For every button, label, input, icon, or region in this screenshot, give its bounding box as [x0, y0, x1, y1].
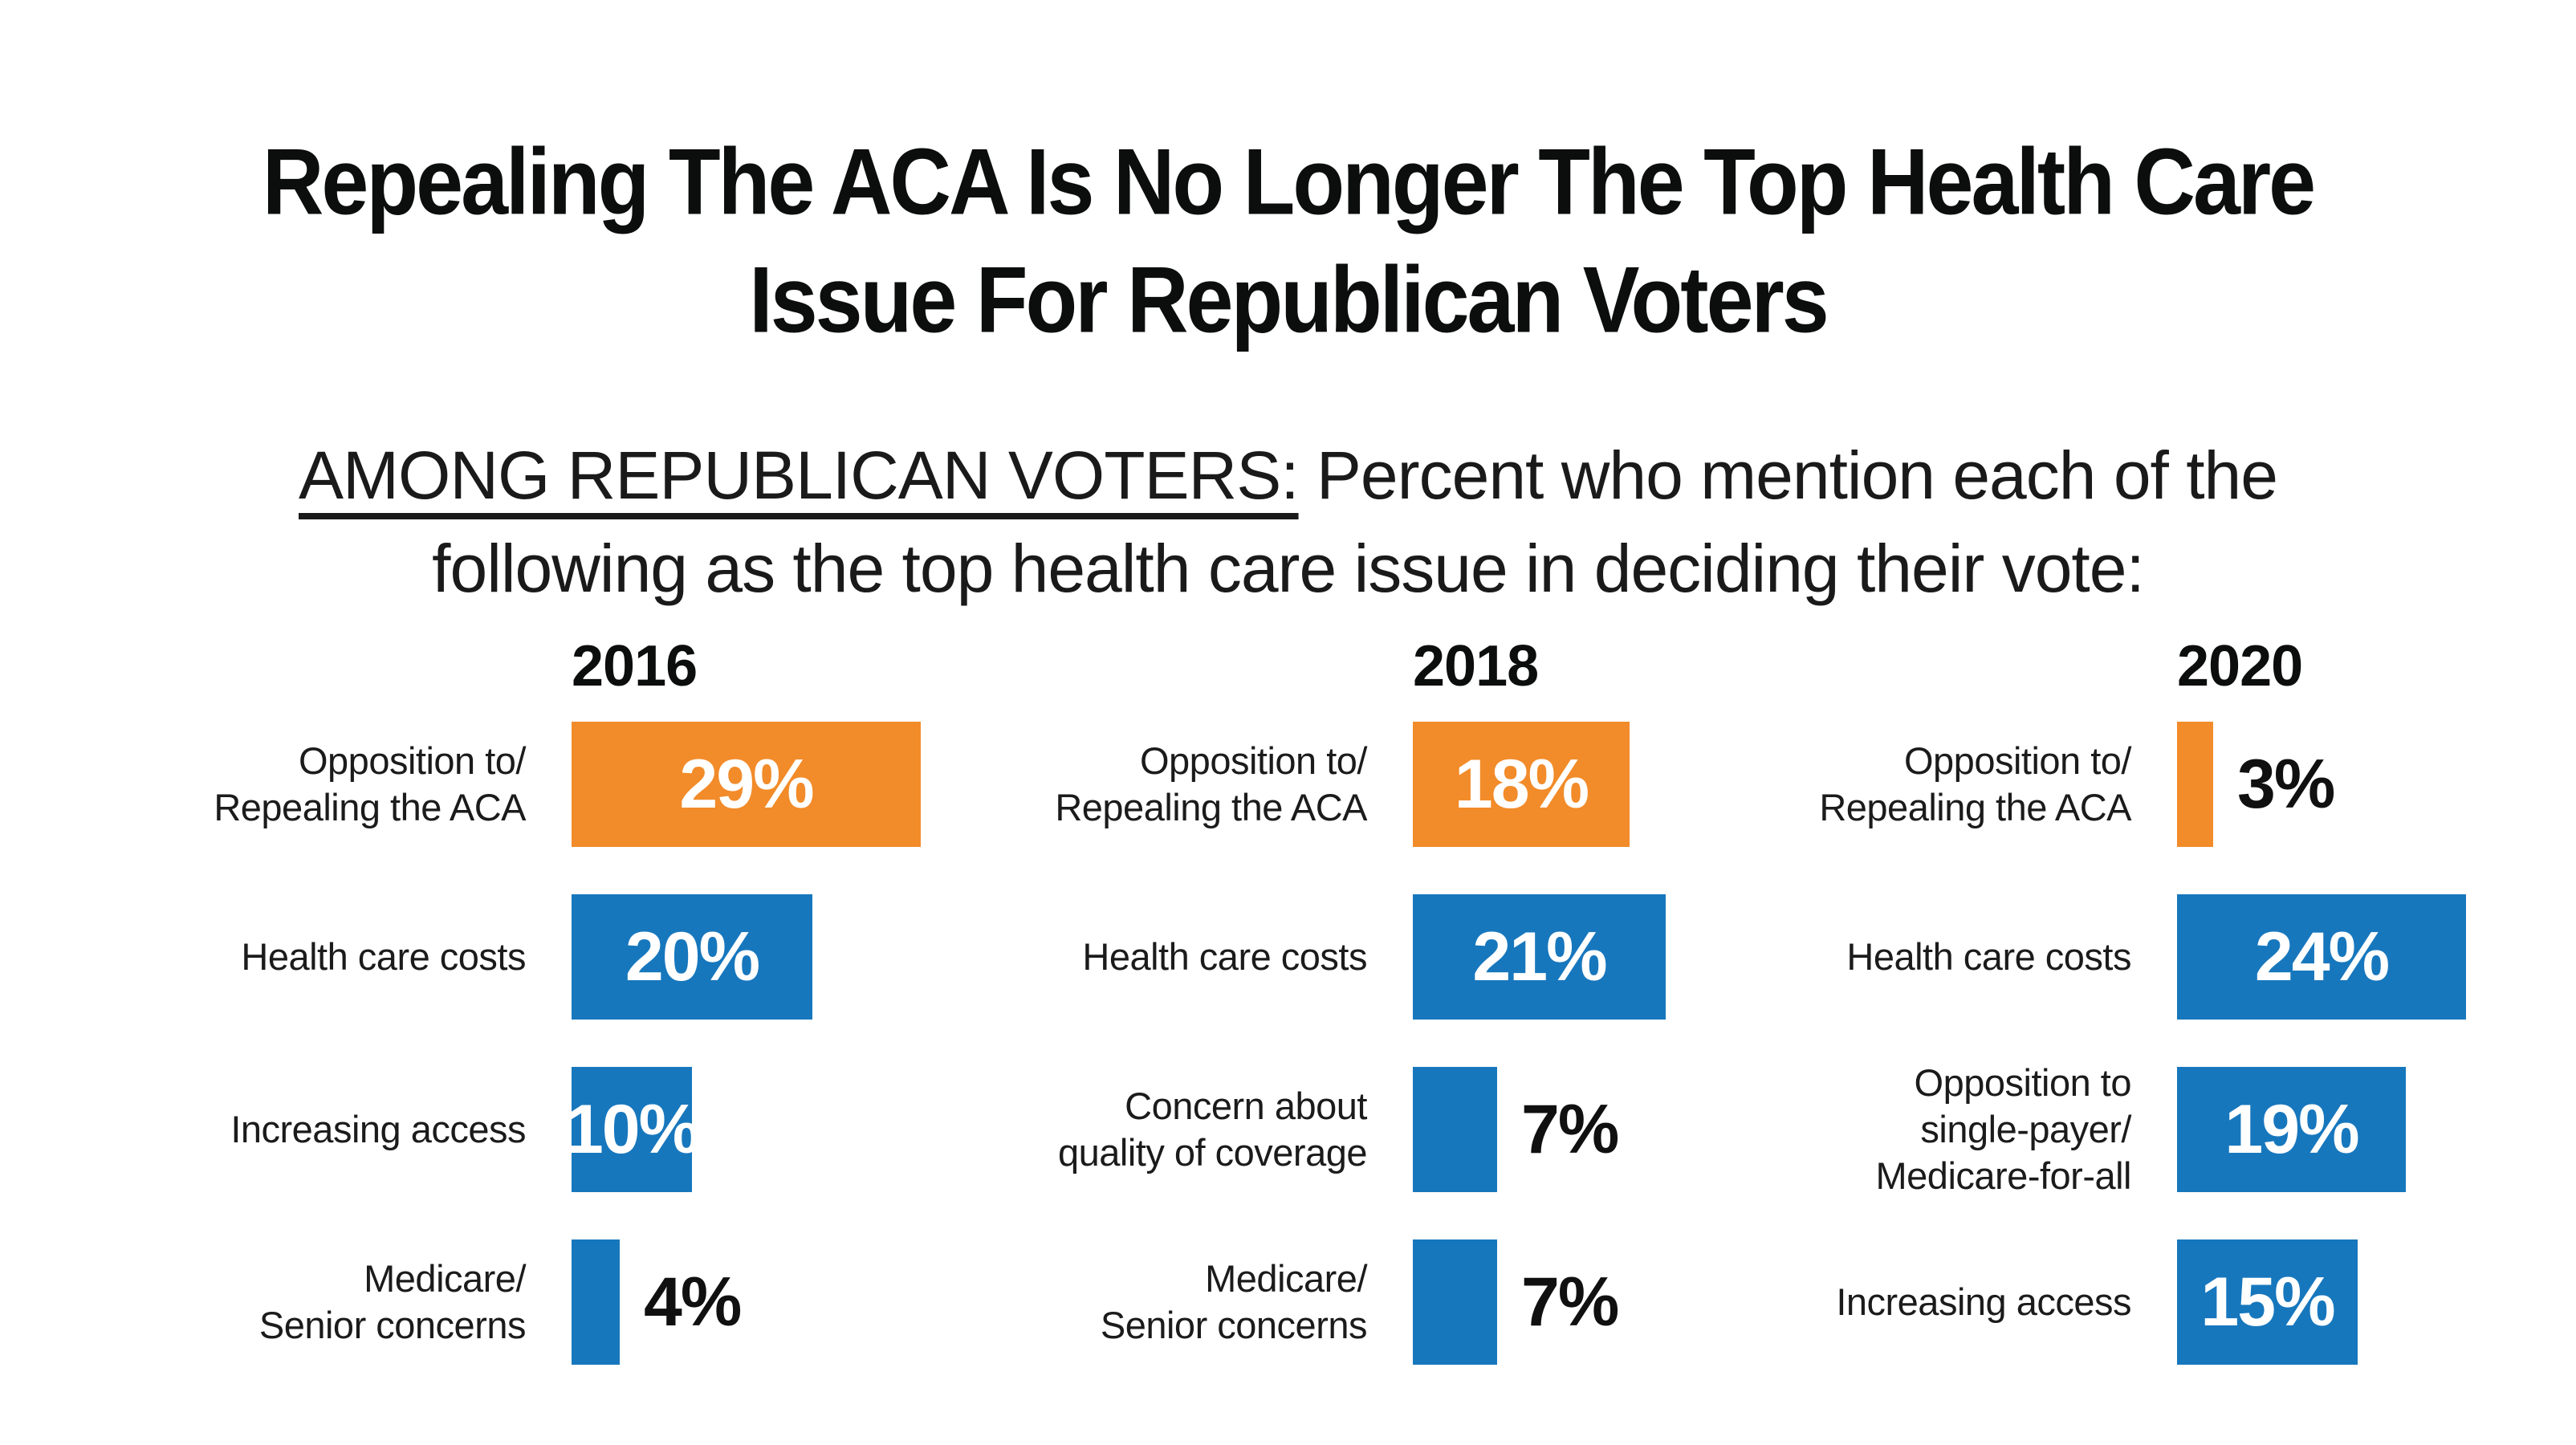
- chart-row: Medicare/ Senior concerns 7%: [853, 1239, 1913, 1365]
- bar-zone: 7%: [1413, 1239, 1913, 1365]
- bar-zone: 10%: [565, 1067, 1072, 1192]
- column-header-2018: 2018: [1413, 634, 1539, 698]
- bar-label-line: Opposition to/: [1903, 739, 2132, 782]
- bar-label: Medicare/ Senior concerns: [853, 1256, 1413, 1349]
- chart-row: Health care costs 24%: [1618, 894, 2576, 1020]
- bar-label: Opposition to/ Repealing the ACA: [1618, 738, 2177, 831]
- bar-label-line: Health care costs: [1846, 935, 2131, 978]
- column-rows-2016: Opposition to/ Repealing the ACA 29% Hea…: [12, 722, 1072, 1365]
- page-title: Repealing The ACA Is No Longer The Top H…: [0, 123, 2576, 360]
- bar-value: 20%: [625, 918, 760, 995]
- bar-value: 29%: [679, 745, 814, 823]
- bar-zone: 21%: [1413, 894, 1913, 1020]
- column-header-2020: 2020: [2177, 634, 2303, 698]
- bar: 10%: [565, 1067, 700, 1192]
- bar-label-line: Opposition to/: [298, 739, 527, 782]
- bar-value: 7%: [1521, 1090, 1619, 1168]
- page-title-line-1: Repealing The ACA Is No Longer The Top H…: [262, 129, 2316, 234]
- bar-label-line: quality of coverage: [1057, 1131, 1368, 1174]
- bar-label-line: Senior concerns: [258, 1304, 527, 1346]
- chart-row: Medicare/ Senior concerns 4%: [12, 1239, 1072, 1365]
- bar-value: 15%: [2200, 1263, 2335, 1341]
- bar-label-line: Health care costs: [1082, 935, 1367, 978]
- bar: 18%: [1413, 722, 1630, 847]
- bar-zone: 18%: [1413, 722, 1913, 847]
- bar-value: 19%: [2224, 1090, 2359, 1168]
- bar-label: Opposition to single-payer/ Medicare-for…: [1618, 1060, 2177, 1199]
- bar-zone: 7%: [1413, 1067, 1913, 1192]
- bar-chart: 2016 Opposition to/ Repealing the ACA 29…: [0, 634, 2576, 1445]
- bar-value: 24%: [2254, 918, 2390, 995]
- bar-label: Health care costs: [12, 934, 572, 980]
- bar-label-line: Repealing the ACA: [1055, 786, 1367, 828]
- bar-zone: 19%: [2177, 1067, 2576, 1192]
- bar-label: Increasing access: [12, 1106, 572, 1153]
- bar-zone: 3%: [2177, 722, 2576, 847]
- chart-row: Health care costs 20%: [12, 894, 1072, 1020]
- bar-label-line: Opposition to/: [1139, 739, 1368, 782]
- column-2020: 2020 Opposition to/ Repealing the ACA 3%…: [1618, 634, 2576, 1412]
- bar-label-line: Medicare-for-all: [1875, 1154, 2132, 1197]
- bar-zone: 29%: [572, 722, 1072, 847]
- bar: [1413, 1239, 1497, 1365]
- bar-value: 21%: [1472, 918, 1607, 995]
- subtitle-line-1-rest: Percent who mention each of the: [1298, 438, 2278, 513]
- chart-row: Opposition to single-payer/ Medicare-for…: [1618, 1061, 2576, 1197]
- bar-label-line: Medicare/: [364, 1257, 526, 1300]
- bar-zone: 24%: [2177, 894, 2576, 1020]
- chart-row: Health care costs 21%: [853, 894, 1913, 1020]
- bar: [1413, 1067, 1497, 1192]
- bar-label-line: Senior concerns: [1100, 1304, 1368, 1346]
- chart-row: Increasing access 15%: [1618, 1239, 2576, 1365]
- subtitle-underlined-lead: AMONG REPUBLICAN VOTERS:: [299, 438, 1300, 513]
- chart-row: Concern about quality of coverage 7%: [853, 1067, 1913, 1192]
- bar-label-line: Repealing the ACA: [214, 786, 526, 828]
- bar: 20%: [572, 894, 812, 1020]
- column-rows-2018: Opposition to/ Repealing the ACA 18% Hea…: [853, 722, 1913, 1365]
- bar-value: 10%: [564, 1090, 700, 1168]
- bar-zone: 4%: [572, 1239, 1072, 1365]
- bar-zone: 20%: [572, 894, 1072, 1020]
- subtitle-line-1: AMONG REPUBLICAN VOTERS: Percent who men…: [0, 429, 2576, 522]
- bar-label: Opposition to/ Repealing the ACA: [853, 738, 1413, 831]
- bar: [572, 1239, 620, 1365]
- bar-value: 4%: [644, 1263, 742, 1341]
- column-header-2016: 2016: [572, 634, 698, 698]
- chart-row: Opposition to/ Repealing the ACA 18%: [853, 722, 1913, 847]
- chart-subtitle: AMONG REPUBLICAN VOTERS: Percent who men…: [0, 429, 2576, 615]
- column-2018: 2018 Opposition to/ Repealing the ACA 18…: [853, 634, 1913, 1412]
- chart-row: Increasing access 10%: [12, 1067, 1072, 1192]
- bar-label: Opposition to/ Repealing the ACA: [12, 738, 572, 831]
- bar-label-line: Medicare/: [1205, 1257, 1367, 1300]
- bar: [2177, 722, 2213, 847]
- page-title-line-2: Issue For Republican Voters: [749, 248, 1829, 353]
- bar-label: Health care costs: [853, 934, 1413, 980]
- bar-label-line: Repealing the ACA: [1819, 786, 2131, 828]
- bar-label-line: Increasing access: [1836, 1280, 2131, 1323]
- bar: 19%: [2177, 1067, 2406, 1192]
- bar-zone: 15%: [2177, 1239, 2576, 1365]
- bar-label: Medicare/ Senior concerns: [12, 1256, 572, 1349]
- bar-label: Increasing access: [1618, 1279, 2177, 1325]
- bar: 29%: [572, 722, 921, 847]
- bar-value: 3%: [2237, 745, 2335, 823]
- bar-label-line: Increasing access: [230, 1108, 526, 1150]
- bar: 24%: [2177, 894, 2466, 1020]
- bar: 21%: [1413, 894, 1666, 1020]
- bar-value: 7%: [1521, 1263, 1619, 1341]
- column-rows-2020: Opposition to/ Repealing the ACA 3% Heal…: [1618, 722, 2576, 1365]
- bar-label: Concern about quality of coverage: [853, 1083, 1413, 1176]
- chart-row: Opposition to/ Repealing the ACA 3%: [1618, 722, 2576, 847]
- bar-label-line: Health care costs: [241, 935, 526, 978]
- bar: 15%: [2177, 1239, 2358, 1365]
- bar-value: 18%: [1454, 745, 1589, 823]
- bar-label: Health care costs: [1618, 934, 2177, 980]
- bar-label-line: single-payer/: [1920, 1108, 2131, 1150]
- column-2016: 2016 Opposition to/ Repealing the ACA 29…: [12, 634, 1072, 1412]
- bar-label-line: Opposition to: [1914, 1061, 2132, 1104]
- subtitle-line-2: following as the top health care issue i…: [432, 531, 2145, 606]
- bar-label-line: Concern about: [1125, 1085, 1367, 1127]
- chart-row: Opposition to/ Repealing the ACA 29%: [12, 722, 1072, 847]
